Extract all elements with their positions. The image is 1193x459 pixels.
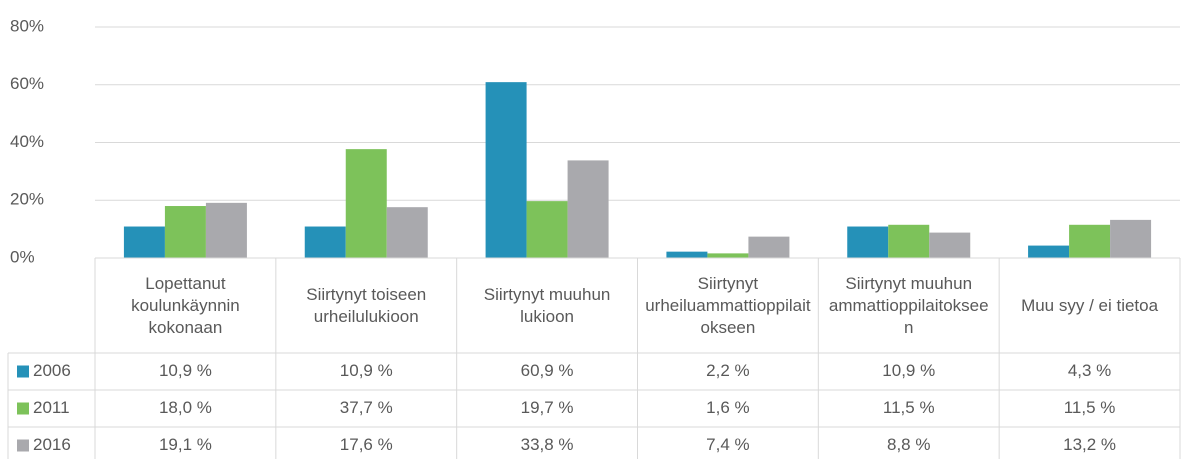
legend-swatch — [17, 439, 29, 452]
bar — [345, 149, 387, 258]
bar — [386, 207, 428, 258]
table-value: 4,3 % — [1068, 361, 1111, 380]
bar — [304, 226, 346, 258]
x-tick-label: Siirtynyt urheiluammattioppilaitokseen — [645, 273, 811, 337]
y-tick-label: 40% — [10, 132, 44, 151]
bar — [123, 226, 165, 258]
bar — [485, 82, 527, 259]
table-value: 10,9 % — [882, 361, 935, 380]
table-value: 19,7 % — [521, 398, 574, 417]
table-value: 11,5 % — [1064, 398, 1116, 417]
category-cell: Siirtynyt muuhun lukioon — [483, 284, 611, 326]
table-value: 18,0 % — [159, 398, 212, 417]
bar — [1110, 219, 1152, 258]
y-tick-label: 80% — [10, 16, 44, 35]
table-value: 60,9 % — [521, 361, 574, 380]
bar — [1028, 245, 1070, 258]
table-value: 10,9 % — [340, 361, 393, 380]
legend-label: 2011 — [33, 398, 70, 417]
table-value: 8,8 % — [887, 435, 930, 454]
table-value: 2,2 % — [706, 361, 749, 380]
bar — [847, 226, 889, 258]
category-cell: Lopettanut koulunkäynnin kokonaan — [131, 273, 240, 337]
category-cell: Siirtynyt toiseen urheilulukioon — [306, 284, 427, 326]
category-cell: Siirtynyt urheiluammattioppilaitokseen — [645, 273, 811, 337]
table-value: 10,9 % — [159, 361, 212, 380]
table-value: 1,6 % — [706, 398, 749, 417]
bar — [888, 224, 930, 258]
bar — [707, 253, 749, 258]
category-cell: Muu syy / ei tietoa — [1021, 295, 1159, 315]
legend-label: 2016 — [33, 435, 71, 454]
x-tick-label: Muu syy / ei tietoa — [1021, 295, 1159, 315]
legend-swatch — [17, 402, 29, 415]
bar — [666, 251, 708, 258]
bar — [748, 236, 790, 258]
bar — [526, 201, 568, 258]
y-tick-label: 20% — [10, 190, 44, 209]
table-value: 33,8 % — [521, 435, 574, 454]
y-tick-label: 0% — [10, 247, 35, 266]
category-cell: Siirtynyt muuhun ammattioppilaitokseen — [828, 273, 989, 337]
bar — [1069, 224, 1111, 258]
table-value: 11,5 % — [883, 398, 935, 417]
table-value: 17,6 % — [340, 435, 393, 454]
y-tick-label: 60% — [10, 74, 44, 93]
table-value: 7,4 % — [706, 435, 749, 454]
x-tick-label: Siirtynyt muuhun lukioon — [483, 284, 611, 326]
bar — [205, 202, 247, 258]
x-tick-label: Lopettanut koulunkäynnin kokonaan — [131, 273, 240, 337]
x-tick-label: Siirtynyt muuhun ammattioppilaitokseen — [828, 273, 989, 337]
x-tick-label: Siirtynyt toiseen urheilulukioon — [306, 284, 427, 326]
table-value: 19,1 % — [159, 435, 212, 454]
legend-label: 2006 — [33, 361, 71, 380]
bar — [567, 160, 609, 258]
legend-swatch — [17, 365, 29, 378]
bar — [164, 206, 206, 258]
table-value: 37,7 % — [340, 398, 393, 417]
bar — [929, 232, 971, 258]
table-value: 13,2 % — [1063, 435, 1116, 454]
